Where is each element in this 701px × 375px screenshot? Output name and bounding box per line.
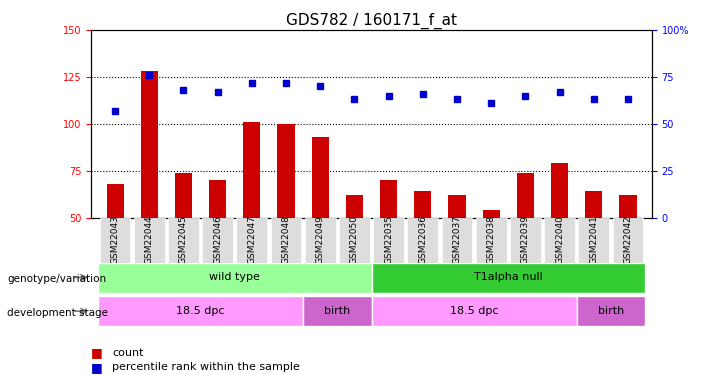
Bar: [380, 180, 397, 311]
FancyBboxPatch shape: [613, 217, 644, 262]
FancyBboxPatch shape: [98, 296, 303, 326]
FancyBboxPatch shape: [98, 262, 372, 292]
Text: ■: ■: [91, 346, 103, 359]
Text: development stage: development stage: [7, 308, 108, 318]
Bar: [585, 191, 602, 311]
Text: birth: birth: [324, 306, 350, 316]
FancyBboxPatch shape: [476, 217, 507, 262]
Text: GSM22043: GSM22043: [111, 216, 120, 264]
Bar: [449, 195, 465, 311]
Text: GSM22047: GSM22047: [247, 216, 257, 264]
Text: GSM22045: GSM22045: [179, 216, 188, 264]
Text: GSM22036: GSM22036: [418, 216, 428, 264]
Bar: [141, 71, 158, 311]
Bar: [483, 210, 500, 311]
FancyBboxPatch shape: [236, 217, 267, 262]
Text: GSM22046: GSM22046: [213, 216, 222, 264]
Bar: [278, 124, 294, 311]
Bar: [312, 137, 329, 311]
Text: GSM22050: GSM22050: [350, 216, 359, 264]
FancyBboxPatch shape: [100, 217, 130, 262]
FancyBboxPatch shape: [339, 217, 370, 262]
FancyBboxPatch shape: [510, 217, 540, 262]
Bar: [175, 172, 192, 311]
Text: GSM22042: GSM22042: [623, 216, 632, 264]
Text: GSM22037: GSM22037: [453, 216, 461, 264]
Text: birth: birth: [598, 306, 624, 316]
FancyBboxPatch shape: [373, 217, 404, 262]
FancyBboxPatch shape: [578, 217, 609, 262]
FancyBboxPatch shape: [203, 217, 233, 262]
Bar: [551, 163, 568, 311]
Bar: [209, 180, 226, 311]
Text: GSM22039: GSM22039: [521, 216, 530, 264]
Text: GSM22044: GSM22044: [145, 216, 154, 264]
Bar: [517, 172, 534, 311]
Bar: [243, 122, 260, 311]
Bar: [107, 184, 123, 311]
Text: count: count: [112, 348, 144, 357]
FancyBboxPatch shape: [372, 296, 577, 326]
Text: ■: ■: [91, 361, 103, 374]
FancyBboxPatch shape: [305, 217, 336, 262]
FancyBboxPatch shape: [134, 217, 165, 262]
FancyBboxPatch shape: [407, 217, 438, 262]
Bar: [620, 195, 637, 311]
Text: GSM22040: GSM22040: [555, 216, 564, 264]
Text: GSM22041: GSM22041: [590, 216, 598, 264]
Text: GSM22035: GSM22035: [384, 216, 393, 264]
Bar: [346, 195, 363, 311]
Bar: [414, 191, 431, 311]
FancyBboxPatch shape: [303, 296, 372, 326]
FancyBboxPatch shape: [168, 217, 199, 262]
FancyBboxPatch shape: [544, 217, 575, 262]
Text: percentile rank within the sample: percentile rank within the sample: [112, 363, 300, 372]
Text: 18.5 dpc: 18.5 dpc: [450, 306, 498, 316]
FancyBboxPatch shape: [577, 296, 645, 326]
Text: wild type: wild type: [210, 273, 260, 282]
FancyBboxPatch shape: [271, 217, 301, 262]
FancyBboxPatch shape: [372, 262, 645, 292]
Text: T1alpha null: T1alpha null: [474, 273, 543, 282]
Title: GDS782 / 160171_f_at: GDS782 / 160171_f_at: [286, 12, 457, 28]
Text: 18.5 dpc: 18.5 dpc: [177, 306, 225, 316]
Text: GSM22038: GSM22038: [486, 216, 496, 264]
Text: GSM22048: GSM22048: [282, 216, 290, 264]
FancyBboxPatch shape: [442, 217, 472, 262]
Text: GSM22049: GSM22049: [315, 216, 325, 264]
Text: genotype/variation: genotype/variation: [7, 274, 106, 284]
